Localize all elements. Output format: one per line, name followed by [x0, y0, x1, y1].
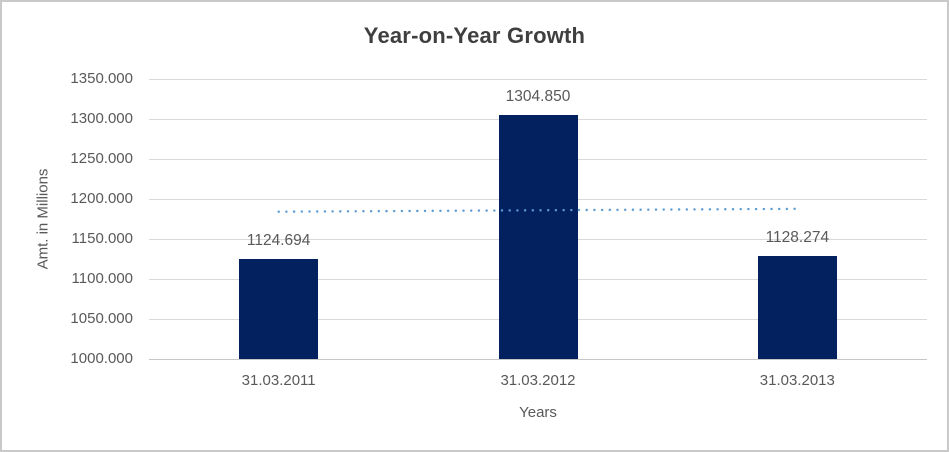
chart-title: Year-on-Year Growth	[363, 23, 586, 48]
y-tick-label: 1300.000	[70, 110, 133, 127]
gridline	[149, 78, 927, 80]
y-tick-label: 1000.000	[70, 350, 133, 367]
bar	[757, 256, 837, 359]
bar	[239, 259, 319, 359]
y-tick-label: 1100.000	[71, 270, 133, 287]
bar-data-label: 1128.274	[765, 229, 830, 247]
y-tick-label: 1150.000	[71, 230, 133, 247]
x-tick-label: 31.03.2012	[500, 372, 576, 389]
x-axis-line	[149, 358, 927, 360]
y-tick-label: 1250.000	[70, 150, 133, 167]
bar-data-label: 1304.850	[505, 88, 571, 106]
y-tick-label: 1050.000	[70, 310, 133, 327]
x-tick-label: 31.03.2013	[759, 372, 835, 389]
x-axis-title: Years	[519, 404, 557, 421]
y-axis-title: Amt. in Millions	[34, 168, 52, 270]
bar-data-label: 1124.694	[246, 232, 311, 250]
x-tick-label: 31.03.2011	[241, 372, 316, 389]
y-tick-label: 1350.000	[70, 70, 133, 87]
bar	[498, 115, 578, 359]
y-tick-label: 1200.000	[70, 190, 133, 207]
